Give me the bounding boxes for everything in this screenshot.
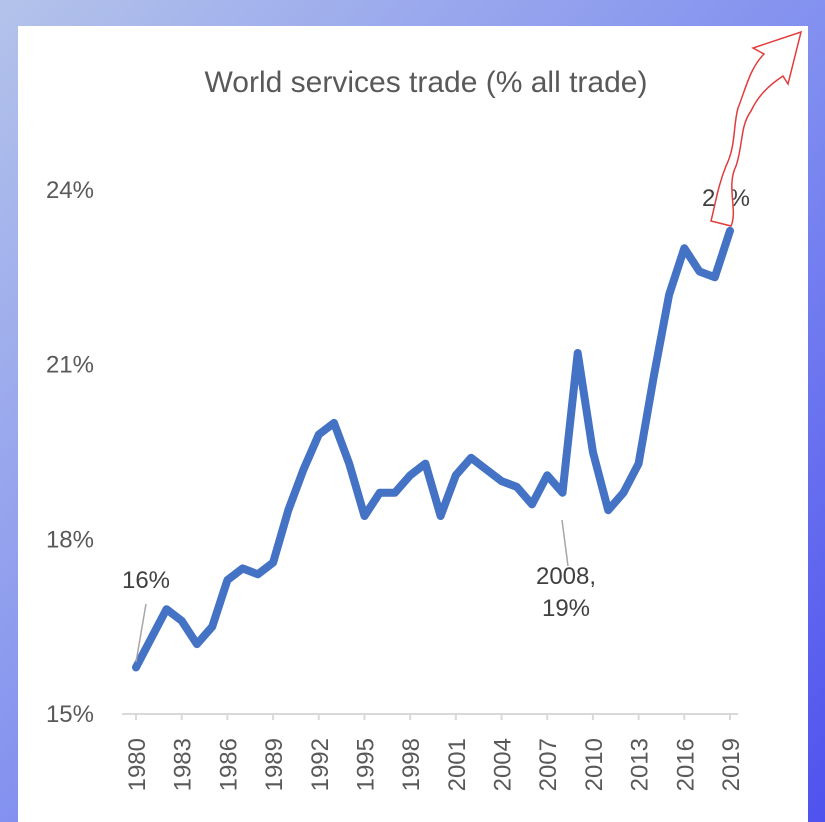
data-annotations: 16%2008,19%23% — [122, 185, 750, 663]
data-point — [667, 293, 671, 297]
data-point — [332, 421, 336, 425]
arrow-overlay-icon — [710, 30, 803, 227]
y-tick-label: 15% — [46, 701, 94, 728]
data-point — [195, 642, 199, 646]
x-tick-label: 2010 — [581, 738, 608, 791]
data-point — [652, 374, 656, 378]
x-tick-label: 2016 — [672, 738, 699, 791]
data-point — [423, 462, 427, 466]
data-point — [484, 467, 488, 471]
y-axis-ticks: 15% 18% 21% 24% — [46, 177, 94, 728]
data-point — [576, 351, 580, 355]
data-point — [393, 491, 397, 495]
x-tick-label: 2019 — [718, 738, 745, 791]
data-point — [286, 508, 290, 512]
data-point — [149, 636, 153, 640]
data-point — [515, 485, 519, 489]
y-tick-label: 24% — [46, 177, 94, 204]
chart-panel: World services trade (% all trade) 15% 18… — [18, 26, 808, 822]
x-tick-label: 1980 — [124, 738, 151, 791]
x-tick-label: 1998 — [398, 738, 425, 791]
data-point — [591, 450, 595, 454]
data-point — [347, 462, 351, 466]
data-point — [682, 246, 686, 250]
x-tick-label: 2013 — [627, 738, 654, 791]
x-tick-label: 1986 — [215, 738, 242, 791]
annotation-label: 16% — [122, 567, 170, 594]
data-point — [271, 561, 275, 565]
x-tick-label: 1995 — [352, 738, 379, 791]
y-tick-label: 18% — [46, 526, 94, 553]
data-point — [210, 625, 214, 629]
data-point — [256, 572, 260, 576]
x-tick-label: 1989 — [261, 738, 288, 791]
data-point — [378, 491, 382, 495]
data-point — [302, 467, 306, 471]
data-point — [500, 479, 504, 483]
chart-svg: World services trade (% all trade) 15% 18… — [46, 30, 803, 791]
data-point — [439, 514, 443, 518]
data-point — [180, 619, 184, 623]
data-point — [164, 607, 168, 611]
x-tick-label: 2004 — [490, 738, 517, 791]
data-point — [637, 462, 641, 466]
annotation-leader-line — [561, 519, 569, 567]
x-tick-label: 1992 — [307, 738, 334, 791]
data-point — [134, 665, 138, 669]
chart-title: World services trade (% all trade) — [205, 66, 648, 99]
data-point — [530, 502, 534, 506]
y-tick-label: 21% — [46, 352, 94, 379]
data-point — [225, 578, 229, 582]
series-line — [132, 226, 734, 672]
data-point — [241, 566, 245, 570]
data-point — [408, 473, 412, 477]
x-tick-label: 2001 — [444, 738, 471, 791]
data-point — [362, 514, 366, 518]
x-tick-label: 2007 — [535, 738, 562, 791]
data-point — [545, 473, 549, 477]
data-point — [621, 491, 625, 495]
data-point — [698, 270, 702, 274]
annotation-leader-line — [135, 603, 147, 663]
x-tick-label: 1983 — [170, 738, 197, 791]
data-point — [606, 508, 610, 512]
annotation-label: 2008, — [536, 563, 596, 590]
data-point — [469, 456, 473, 460]
annotation-label: 19% — [542, 595, 590, 622]
series-points — [134, 229, 732, 669]
data-point — [713, 275, 717, 279]
data-point — [317, 433, 321, 437]
data-point — [560, 491, 564, 495]
x-axis-ticks: 1980 1983 1986 1989 1992 1995 1998 2001 2004 2007… — [124, 714, 745, 791]
data-point — [728, 229, 732, 233]
data-point — [454, 473, 458, 477]
